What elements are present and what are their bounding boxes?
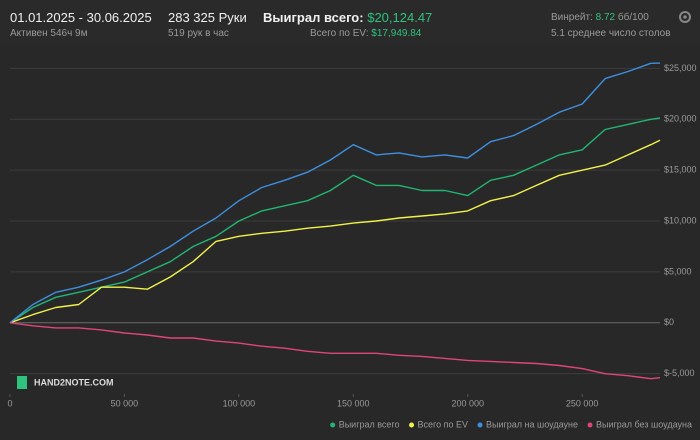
series-line xyxy=(9,139,661,324)
legend-label: Выиграл на шоудауне xyxy=(486,419,578,429)
tables: 5.1 среднее число столов xyxy=(551,28,671,39)
legend-marker xyxy=(330,422,336,428)
won-total: Выиграл всего: $20,124.47 xyxy=(263,10,432,25)
legend-item: Выиграл на шоудауне xyxy=(477,419,578,429)
x-tick-label: 200 000 xyxy=(451,398,484,408)
ev-value: $17,949.84 xyxy=(371,28,422,39)
period: 01.01.2025 - 30.06.2025 xyxy=(10,10,152,25)
legend-marker xyxy=(587,422,593,428)
series-line xyxy=(9,117,661,324)
series-line xyxy=(9,62,661,324)
won-value: $20,124.47 xyxy=(367,10,433,25)
legend-marker xyxy=(477,422,483,428)
x-tick-label: 250 000 xyxy=(566,398,599,408)
y-tick-label: $20,000 xyxy=(664,114,697,124)
legend-label: Выиграл без шоудауна xyxy=(596,419,692,429)
hands-per-hour: 519 рук в час xyxy=(168,28,229,39)
y-tick-label: $25,000 xyxy=(664,63,697,73)
winrate-unit: бб/100 xyxy=(617,12,649,23)
legend-marker xyxy=(409,422,415,428)
hands: 283 325 Руки xyxy=(168,10,247,25)
y-tick-label: $0 xyxy=(664,317,674,327)
y-tick-label: $5,000 xyxy=(664,266,692,276)
x-tick-label: 50 000 xyxy=(111,398,139,408)
winrate-value: 8.72 xyxy=(595,12,616,23)
active-time: Активен 546ч 9м xyxy=(10,28,88,39)
watermark: HAND2NOTE.COM xyxy=(34,377,114,387)
legend-item: Выиграл без шоудауна xyxy=(587,419,692,429)
y-tick-label: $15,000 xyxy=(664,165,697,175)
won-label: Выиграл всего: xyxy=(263,10,364,25)
legend-label: Выиграл всего xyxy=(339,419,400,429)
series-line xyxy=(9,322,661,380)
legend-label: Всего по EV xyxy=(418,419,468,429)
ev-total: Всего по EV: $17,949.84 xyxy=(310,28,421,39)
y-tick-label: $-5,000 xyxy=(664,368,695,378)
x-tick-label: 100 000 xyxy=(223,398,256,408)
y-tick-label: $10,000 xyxy=(664,215,697,225)
legend-item: Всего по EV xyxy=(409,419,468,429)
ev-label: Всего по EV: xyxy=(310,28,369,39)
x-tick-label: 0 xyxy=(7,398,12,408)
winrate-label: Винрейт: xyxy=(551,12,593,23)
winrate: Винрейт: 8.72 бб/100 xyxy=(551,12,649,23)
x-tick-label: 150 000 xyxy=(337,398,370,408)
logo: HAND2NOTE.COM xyxy=(17,376,114,389)
legend-item: Выиграл всего xyxy=(330,419,400,429)
settings-icon[interactable] xyxy=(679,11,691,23)
